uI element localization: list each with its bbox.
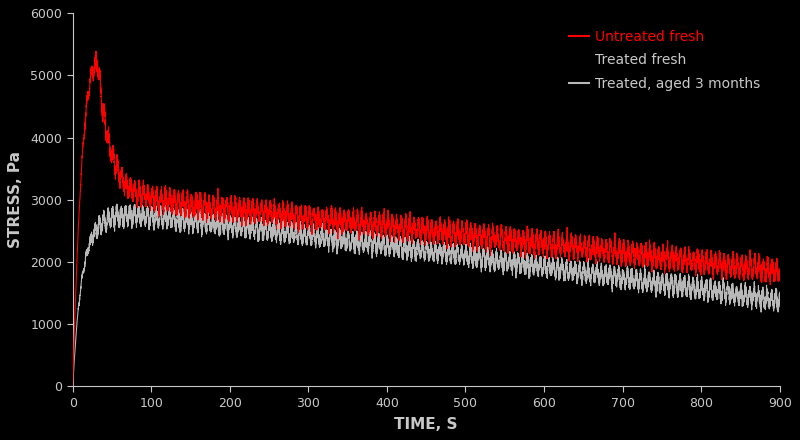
Y-axis label: STRESS, Pa: STRESS, Pa — [8, 151, 23, 248]
Legend: Untreated fresh, Treated fresh, Treated, aged 3 months: Untreated fresh, Treated fresh, Treated,… — [563, 24, 766, 96]
X-axis label: TIME, S: TIME, S — [394, 417, 458, 432]
